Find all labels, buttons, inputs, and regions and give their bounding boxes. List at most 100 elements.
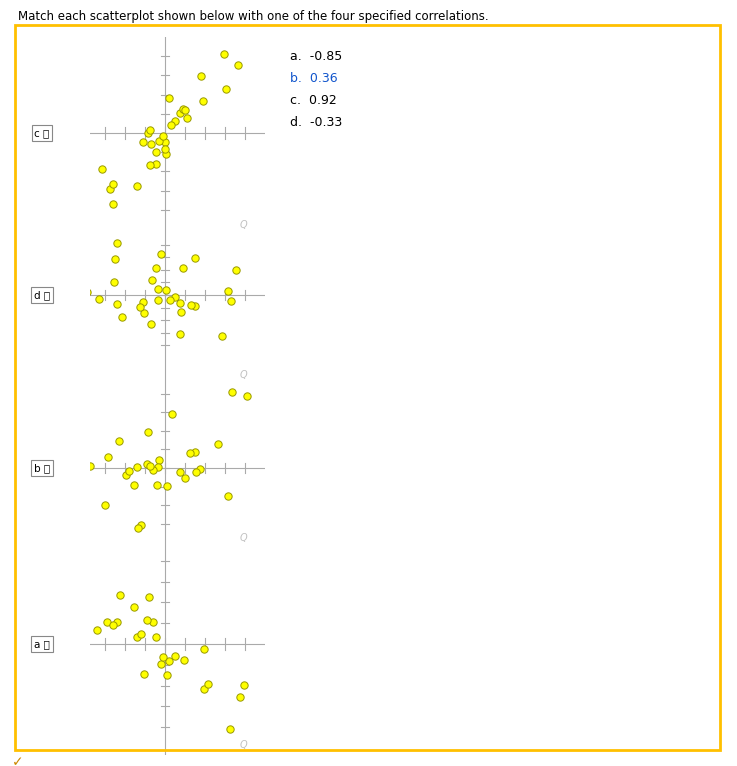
Point	[84, 460, 96, 472]
Point	[146, 273, 158, 286]
Point	[174, 327, 186, 339]
Point	[225, 723, 237, 735]
Text: Q: Q	[240, 740, 247, 750]
Point	[179, 104, 191, 116]
Point	[160, 149, 172, 161]
Point	[159, 136, 171, 148]
Point	[153, 283, 164, 295]
Point	[194, 463, 206, 475]
Text: c ⌵: c ⌵	[35, 128, 49, 138]
Point	[164, 294, 176, 306]
Point	[175, 296, 186, 309]
Point	[164, 93, 175, 105]
Point	[147, 616, 158, 628]
Point	[137, 296, 149, 308]
Point	[113, 435, 125, 447]
Point	[99, 499, 111, 512]
Point	[145, 317, 157, 329]
Point	[179, 471, 191, 483]
Point	[232, 59, 244, 71]
Point	[234, 691, 246, 703]
Point	[147, 463, 158, 476]
Point	[131, 461, 143, 473]
Point	[186, 299, 198, 311]
Point	[150, 479, 162, 491]
Point	[169, 114, 181, 126]
Point	[189, 252, 201, 264]
Text: Match each scatterplot shown below with one of the four specified correlations.: Match each scatterplot shown below with …	[18, 10, 489, 23]
Point	[157, 651, 169, 663]
Point	[105, 183, 116, 195]
Point	[189, 300, 201, 312]
Point	[97, 163, 108, 175]
Point	[123, 465, 135, 477]
Point	[107, 619, 119, 631]
Point	[136, 136, 148, 148]
Point	[131, 180, 143, 192]
Point	[142, 426, 154, 438]
Point	[144, 591, 156, 604]
Point	[203, 678, 214, 690]
Point	[77, 268, 89, 280]
Point	[153, 453, 164, 466]
Point	[158, 130, 170, 142]
Text: a.  -0.85: a. -0.85	[290, 50, 342, 63]
Point	[101, 616, 113, 628]
Text: b ⌵: b ⌵	[34, 463, 50, 473]
Point	[107, 198, 119, 210]
Point	[156, 658, 167, 670]
Point	[150, 146, 161, 158]
Point	[81, 286, 93, 299]
Point	[135, 519, 147, 531]
Point	[150, 158, 162, 170]
Point	[91, 624, 103, 637]
Point	[139, 306, 150, 319]
Text: Q: Q	[240, 370, 247, 380]
Point	[111, 237, 123, 250]
Text: ✓: ✓	[12, 755, 24, 766]
Point	[175, 466, 186, 479]
Point	[145, 138, 157, 150]
Point	[198, 683, 210, 695]
Point	[161, 669, 173, 682]
Point	[107, 178, 119, 190]
Point	[159, 143, 171, 155]
Point	[114, 589, 126, 601]
Point	[150, 631, 162, 643]
Text: d.  -0.33: d. -0.33	[290, 116, 342, 129]
Point	[142, 614, 153, 627]
Point	[102, 451, 113, 463]
Point	[216, 330, 228, 342]
Point	[109, 253, 121, 265]
Point	[195, 70, 207, 83]
Point	[128, 601, 139, 614]
Point	[225, 295, 237, 307]
Point	[175, 306, 186, 318]
Point	[166, 408, 178, 420]
Point	[198, 643, 210, 656]
Point	[79, 283, 91, 296]
Point	[222, 489, 234, 502]
Point	[181, 112, 192, 124]
Point	[144, 460, 156, 472]
Point	[128, 479, 140, 491]
Point	[174, 106, 186, 119]
Point	[218, 48, 230, 61]
Point	[134, 301, 146, 313]
Point	[111, 616, 122, 628]
Point	[144, 159, 156, 172]
Point	[156, 248, 167, 260]
Text: b.  0.36: b. 0.36	[290, 72, 338, 85]
Point	[116, 311, 128, 323]
Point	[220, 83, 231, 95]
Point	[152, 294, 164, 306]
Point	[177, 262, 189, 274]
Point	[150, 261, 162, 273]
Point	[77, 587, 89, 599]
Point	[164, 119, 176, 131]
Text: c.  0.92: c. 0.92	[290, 94, 337, 107]
Point	[190, 466, 202, 478]
Point	[141, 457, 153, 470]
Point	[238, 679, 250, 692]
Point	[230, 264, 242, 277]
